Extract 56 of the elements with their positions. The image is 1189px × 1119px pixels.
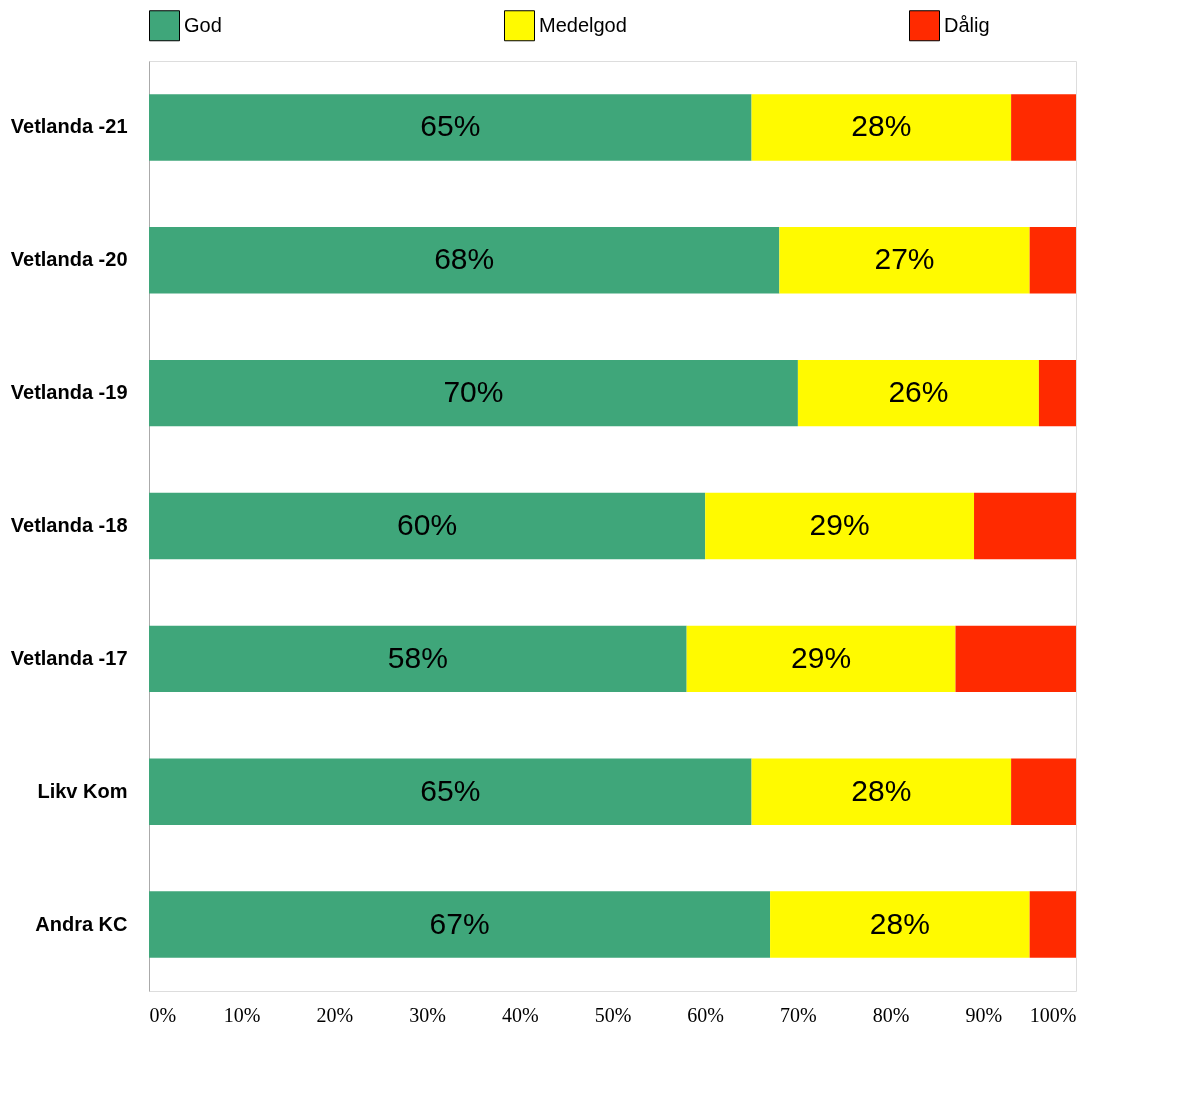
data-label: 28% xyxy=(869,906,930,940)
bar xyxy=(751,94,1012,161)
data-label: 58% xyxy=(387,640,448,674)
bar xyxy=(149,94,752,161)
data-label: 65% xyxy=(420,109,481,143)
y-tick-label: Vetlanda -21 xyxy=(10,115,128,138)
data-label: 27% xyxy=(874,242,935,276)
x-tick-label: 50% xyxy=(594,1003,632,1026)
x-tick-label: 30% xyxy=(409,1003,446,1026)
bar xyxy=(1038,359,1076,427)
x-tick-label: 80% xyxy=(872,1003,910,1026)
y-tick-label: Vetlanda -18 xyxy=(10,514,128,536)
bar xyxy=(955,625,1076,693)
x-tick-label: 10% xyxy=(223,1003,261,1026)
y-tick-label: Vetlanda -17 xyxy=(10,646,128,669)
x-tick-label: 90% xyxy=(965,1003,1003,1026)
x-tick-label: 60% xyxy=(687,1003,725,1026)
legend-label: God xyxy=(184,13,222,36)
y-tick-label: Likv Kom xyxy=(37,779,128,802)
bar xyxy=(751,758,1012,825)
data-label: 60% xyxy=(397,508,458,541)
bar xyxy=(770,891,1030,958)
legend-label: Medelgod xyxy=(539,13,627,36)
bar xyxy=(1011,94,1076,161)
bar xyxy=(149,625,687,693)
bar xyxy=(686,625,956,693)
y-tick-label: Vetlanda -20 xyxy=(10,248,128,271)
legend-label: Dålig xyxy=(944,13,990,36)
bar xyxy=(149,758,752,825)
bar xyxy=(797,359,1039,427)
bar xyxy=(149,891,771,958)
x-tick-label: 100% xyxy=(1029,1003,1077,1026)
bar xyxy=(1011,758,1076,825)
bar xyxy=(1029,891,1076,958)
data-label: 67% xyxy=(429,906,490,940)
bar xyxy=(779,227,1030,294)
bar xyxy=(149,492,706,560)
data-label: 29% xyxy=(809,508,870,541)
x-tick-label: 70% xyxy=(780,1003,817,1026)
data-label: 26% xyxy=(888,375,949,409)
x-tick-label: 20% xyxy=(316,1003,354,1026)
data-label: 29% xyxy=(791,640,852,674)
y-tick-label: Vetlanda -19 xyxy=(10,381,128,404)
bar xyxy=(705,492,975,560)
bar xyxy=(149,227,780,294)
bar xyxy=(1029,227,1076,294)
data-label: 28% xyxy=(851,773,912,807)
y-tick-label: Andra KC xyxy=(35,912,128,935)
x-tick-label: 0% xyxy=(149,1003,177,1026)
bar xyxy=(974,492,1076,560)
data-label: 65% xyxy=(420,773,481,807)
x-tick-label: 40% xyxy=(501,1003,539,1026)
data-label: 68% xyxy=(434,242,495,276)
data-label: 28% xyxy=(851,109,912,143)
data-label: 70% xyxy=(443,375,504,409)
bar xyxy=(149,359,798,427)
